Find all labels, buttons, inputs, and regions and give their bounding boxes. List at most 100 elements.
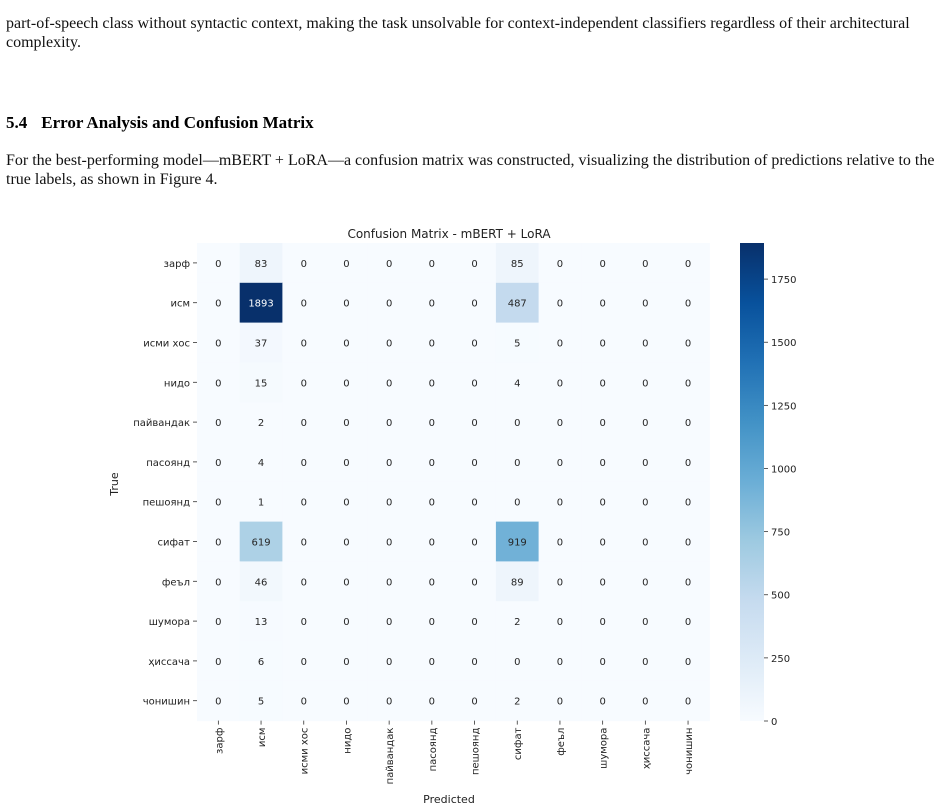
- cell-value-label: 0: [642, 458, 648, 469]
- cell-value-label: 0: [429, 498, 435, 509]
- heatmap-cell: [197, 641, 241, 682]
- cell-value-label: 0: [557, 657, 563, 668]
- heatmap-cell: [325, 442, 369, 483]
- cell-value-label: 0: [343, 458, 349, 469]
- heatmap-cell: [538, 641, 582, 682]
- heatmap-cell: [239, 641, 283, 682]
- cell-value-label: 0: [471, 418, 477, 429]
- heatmap-cell: [239, 680, 283, 722]
- cell-value-label: 0: [642, 339, 648, 350]
- heatmap-cell: [197, 362, 241, 403]
- heatmap-cell: [325, 601, 369, 642]
- heatmap-cell: [197, 521, 241, 562]
- cell-value-label: 0: [301, 538, 307, 549]
- cell-value-label: 0: [386, 418, 392, 429]
- cell-value-label: 487: [508, 299, 527, 310]
- heatmap-cell: [367, 481, 411, 523]
- heatmap-cell: [666, 243, 710, 284]
- cell-value-label: 0: [429, 299, 435, 310]
- x-tick-label: шумора: [599, 728, 610, 769]
- cell-value-label: 0: [301, 577, 307, 588]
- heatmap-cell: [453, 521, 497, 562]
- cell-value-label: 0: [215, 538, 221, 549]
- heatmap-cell: [538, 442, 582, 483]
- cell-value-label: 83: [255, 259, 268, 270]
- cell-value-label: 0: [599, 697, 605, 708]
- heatmap-cell: [581, 243, 625, 284]
- x-axis-label: Predicted: [423, 793, 475, 806]
- cell-value-label: 0: [599, 538, 605, 549]
- heatmap-cell: [538, 322, 582, 363]
- heatmap-cell: [410, 322, 454, 363]
- cell-value-label: 0: [215, 259, 221, 270]
- cell-value-label: 0: [599, 498, 605, 509]
- heatmap-cell: [197, 601, 241, 642]
- cell-value-label: 0: [557, 498, 563, 509]
- heatmap-cell: [453, 481, 497, 523]
- heatmap-cell: [410, 601, 454, 642]
- heatmap-cell: [282, 282, 326, 324]
- cell-value-label: 0: [429, 657, 435, 668]
- y-tick-label: феъл: [162, 577, 190, 588]
- heatmap-cell: [282, 680, 326, 722]
- heatmap-cell: [197, 282, 241, 324]
- cell-value-label: 0: [471, 657, 477, 668]
- cell-value-label: 2: [514, 697, 520, 708]
- cell-value-label: 919: [508, 538, 527, 549]
- cell-value-label: 0: [471, 299, 477, 310]
- heatmap-cell: [538, 362, 582, 403]
- cell-value-label: 0: [301, 259, 307, 270]
- heatmap-cell: [197, 561, 241, 602]
- heatmap-cell: [239, 362, 283, 403]
- y-tick-label: нидо: [164, 378, 190, 389]
- y-tick-label: зарф: [164, 259, 190, 270]
- cell-value-label: 0: [429, 339, 435, 350]
- cell-value-label: 0: [642, 577, 648, 588]
- heatmap-cell: [495, 243, 540, 284]
- cell-value-label: 0: [557, 577, 563, 588]
- heatmap-cell: [367, 521, 411, 562]
- cell-value-label: 0: [301, 617, 307, 628]
- heatmap-cell: [282, 402, 326, 443]
- heatmap-cell: [282, 641, 326, 682]
- heatmap-cell: [624, 282, 668, 324]
- heatmap-cell: [495, 561, 540, 602]
- cell-value-label: 0: [514, 498, 520, 509]
- heatmap-cell: [624, 442, 668, 483]
- heatmap-cells: 0 83 0 0 0 0 0 85 0 0 0 0 0 1893 0 0 0 0 0 487 0 0 0 0 0 37 0 0 0 0 0 5…: [197, 243, 710, 722]
- cell-value-label: 13: [255, 617, 268, 628]
- cell-value-label: 0: [599, 339, 605, 350]
- heatmap-cell: [581, 680, 625, 722]
- heatmap-cell: [410, 243, 454, 284]
- heatmap-cell: [410, 282, 454, 324]
- heatmap-cell: [581, 322, 625, 363]
- cell-value-label: 0: [642, 538, 648, 549]
- cell-value-label: 0: [642, 299, 648, 310]
- heatmap-cell: [453, 641, 497, 682]
- cell-value-label: 0: [514, 458, 520, 469]
- heatmap-cell: [624, 561, 668, 602]
- cell-value-label: 0: [343, 259, 349, 270]
- cell-value-label: 15: [255, 378, 268, 389]
- cell-value-label: 0: [685, 577, 691, 588]
- cell-value-label: 0: [599, 259, 605, 270]
- cell-value-label: 0: [471, 378, 477, 389]
- chart-title: Confusion Matrix - mBERT + LoRA: [347, 227, 551, 241]
- heatmap-cell: [197, 680, 241, 722]
- heatmap-cell: [624, 601, 668, 642]
- heatmap-cell: [624, 322, 668, 363]
- heatmap-cell: [495, 322, 540, 363]
- cell-value-label: 0: [557, 697, 563, 708]
- y-tick-label: пасоянд: [146, 458, 190, 469]
- heatmap-cell: [453, 442, 497, 483]
- y-tick-label: исми хос: [143, 339, 190, 350]
- heatmap-cell: [239, 521, 283, 562]
- cell-value-label: 0: [685, 657, 691, 668]
- heatmap-cell: [453, 601, 497, 642]
- heatmap-cell: [282, 481, 326, 523]
- cell-value-label: 2: [258, 418, 264, 429]
- x-tick-label: феъл: [556, 728, 567, 756]
- heatmap-cell: [538, 243, 582, 284]
- x-tick-label: исм: [257, 728, 268, 748]
- cell-value-label: 0: [301, 339, 307, 350]
